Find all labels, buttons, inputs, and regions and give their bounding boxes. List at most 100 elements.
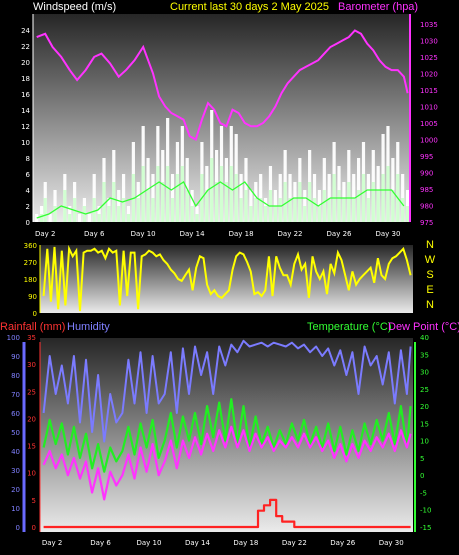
humidity-ytick-label: 50 xyxy=(11,429,20,437)
windspeed-axis-title: Windspeed (m/s) xyxy=(33,1,116,13)
direction-panel-background xyxy=(40,245,413,313)
wind-xtick-label: Day 10 xyxy=(131,230,156,238)
windspeed-bar xyxy=(273,206,277,222)
legend-humidity: Humidity xyxy=(67,321,110,333)
temperature-humidity-plot xyxy=(42,339,412,529)
legend-rainfall: Rainfall (mm) xyxy=(0,321,65,333)
windspeed-bar xyxy=(312,198,317,222)
temperature-ytick-label: 35 xyxy=(420,351,429,359)
windspeed-bar xyxy=(239,198,243,222)
barometer-ytick-label: 985 xyxy=(420,186,433,194)
temperature-ytick-label: 25 xyxy=(420,386,429,394)
direction-ytick-label: 270 xyxy=(24,259,37,267)
temperature-ytick-label: 5 xyxy=(420,455,424,463)
windspeed-bar xyxy=(219,166,224,222)
compass-label: W xyxy=(425,254,436,266)
humidity-ytick-label: 0 xyxy=(16,524,20,532)
windspeed-bar xyxy=(175,174,180,222)
windspeed-bar xyxy=(146,190,150,222)
windspeed-bar xyxy=(68,214,72,222)
windspeed-bar xyxy=(303,206,307,222)
wind-ytick-label: 2 xyxy=(26,203,30,211)
humidity-ytick-label: 90 xyxy=(11,353,20,361)
rain-ytick-label: 15 xyxy=(27,443,36,451)
temp-xtick-label: Day 18 xyxy=(233,539,258,547)
windspeed-bar xyxy=(342,198,346,222)
barometer-ytick-label: 980 xyxy=(420,202,433,210)
windspeed-bar xyxy=(121,198,126,222)
windspeed-bar xyxy=(229,166,233,222)
dewpoint-line xyxy=(42,425,412,501)
barometer-axis-title: Barometer (hpa) xyxy=(338,1,418,13)
windspeed-bar xyxy=(112,182,116,222)
barometer-ytick-label: 1035 xyxy=(420,21,438,29)
wind-xtick-label: Day 2 xyxy=(35,230,56,238)
wind-ytick-label: 0 xyxy=(26,219,30,227)
temperature-ytick-label: -15 xyxy=(420,524,431,532)
temperature-ytick-label: -10 xyxy=(420,507,431,515)
gust-bar xyxy=(48,214,52,222)
temperature-ytick-label: 40 xyxy=(420,334,429,342)
windspeed-bar xyxy=(317,206,322,222)
gust-bar xyxy=(87,214,91,222)
windspeed-bar xyxy=(185,190,189,222)
humidity-ytick-label: 30 xyxy=(11,467,20,475)
direction-ytick-label: 180 xyxy=(24,276,37,284)
chart-title: Current last 30 days 2 May 2025 xyxy=(170,1,329,13)
compass-label: S xyxy=(426,269,433,281)
windspeed-bar xyxy=(170,198,175,222)
windspeed-bar xyxy=(117,206,121,222)
windspeed-bar xyxy=(381,174,385,222)
humidity-ytick-label: 80 xyxy=(11,372,20,380)
windspeed-bar xyxy=(107,206,111,222)
windspeed-bar xyxy=(327,198,331,222)
axes-and-labels: 0246810121416182022249759809859909951000… xyxy=(7,14,438,547)
windspeed-bar xyxy=(92,198,96,222)
wind-barometer-plot xyxy=(35,29,410,222)
windspeed-bar xyxy=(195,214,199,222)
legend-temperature: Temperature (°C) xyxy=(307,321,391,333)
humidity-ytick-label: 100 xyxy=(7,334,20,342)
temperature-ytick-label: -5 xyxy=(420,489,427,497)
windspeed-bar xyxy=(215,182,219,222)
compass-label: E xyxy=(426,284,433,296)
compass-label: N xyxy=(426,299,434,311)
barometer-ytick-label: 1025 xyxy=(420,54,438,62)
windspeed-bar xyxy=(259,198,263,222)
wind-ytick-label: 6 xyxy=(26,171,31,179)
rain-ytick-label: 0 xyxy=(32,524,36,532)
wind-ytick-label: 12 xyxy=(21,123,30,131)
windspeed-bar xyxy=(102,182,106,222)
windspeed-bar xyxy=(386,166,390,222)
direction-ytick-label: 90 xyxy=(28,293,37,301)
rain-ytick-label: 20 xyxy=(27,415,36,423)
windspeed-bar xyxy=(244,190,248,222)
humidity-ytick-label: 60 xyxy=(11,410,20,418)
barometer-ytick-label: 1030 xyxy=(420,37,438,45)
direction-ytick-label: 360 xyxy=(24,242,37,250)
barometer-ytick-label: 1005 xyxy=(420,120,438,128)
humidity-line xyxy=(42,339,412,443)
temp-xtick-label: Day 22 xyxy=(282,539,307,547)
windspeed-bar xyxy=(136,198,140,222)
windspeed-bar xyxy=(361,174,366,222)
legend-dewpoint: Dew Point (°C) xyxy=(388,321,459,333)
windspeed-bar xyxy=(322,190,326,222)
windspeed-bar xyxy=(391,190,395,222)
barometer-ytick-label: 1015 xyxy=(420,87,438,95)
wind-xtick-label: Day 22 xyxy=(278,230,303,238)
windspeed-bar xyxy=(376,190,380,222)
wind-ytick-label: 10 xyxy=(21,139,30,147)
windspeed-bar xyxy=(53,206,57,222)
windspeed-bar xyxy=(352,198,356,222)
wind-xtick-label: Day 6 xyxy=(84,230,105,238)
windspeed-bar xyxy=(205,190,209,222)
gust-bar xyxy=(77,214,82,222)
gust-bar xyxy=(35,214,39,222)
barometer-ytick-label: 1000 xyxy=(420,136,438,144)
windspeed-bar xyxy=(278,198,282,222)
wind-ytick-label: 22 xyxy=(21,43,30,51)
windspeed-bar xyxy=(210,158,214,222)
